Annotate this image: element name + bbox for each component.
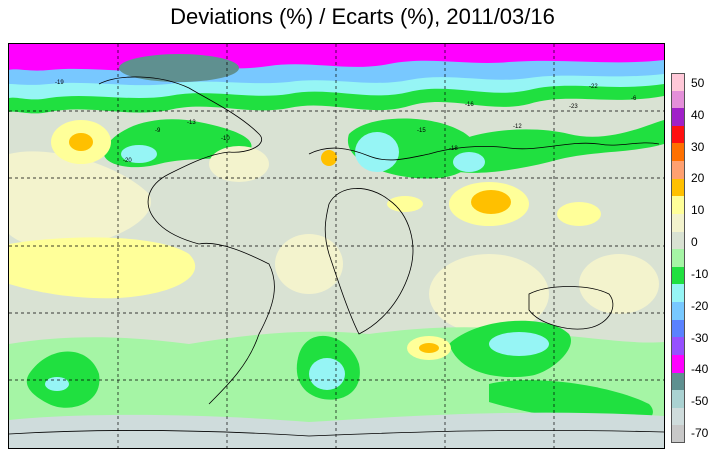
legend-swatch (671, 407, 685, 426)
legend-swatch (671, 143, 685, 162)
region-gulf-alaska-orange (69, 133, 93, 151)
region-w-pacific-yellow (557, 202, 601, 226)
region-asia-cyan (453, 152, 485, 172)
coast-south-america (198, 242, 275, 405)
contour-label: -10 (221, 136, 230, 142)
coast-australia (528, 286, 614, 330)
contour-label: -20 (123, 158, 132, 164)
legend-swatch (671, 354, 685, 373)
legend-label: 50 (691, 76, 705, 90)
legend-swatch (671, 425, 685, 443)
legend-swatch (671, 73, 685, 91)
legend-swatch (671, 125, 685, 144)
legend-swatch (671, 213, 685, 232)
legend-swatch (671, 178, 685, 197)
region-se-green (489, 380, 653, 424)
legend-swatch (671, 390, 685, 408)
contour-label: -19 (55, 80, 64, 86)
coast-eurasia (308, 142, 660, 161)
page-title: Deviations (%) / Ecarts (%), 2011/03/16 (170, 4, 555, 29)
contour-label: -9 (155, 128, 161, 134)
legend-label: 20 (691, 171, 705, 186)
legend-label: -10 (691, 266, 709, 281)
legend-swatch (671, 108, 685, 126)
color-legend: 50 40 30 20 10 0 -10 -20 -30 -40 -50 -70 (671, 73, 723, 443)
coast-africa (324, 188, 414, 335)
contour-label: -13 (187, 120, 196, 126)
region-e-pacific-pale (579, 254, 659, 314)
legend-swatch (671, 319, 685, 338)
region-atlantic-pale (209, 146, 269, 182)
legend-swatch (671, 90, 685, 109)
region-s-atlantic-cyan (309, 358, 345, 390)
legend-swatch (671, 161, 685, 179)
region-greenland-teal (119, 54, 239, 82)
lat-lon-grid (9, 44, 664, 448)
deviation-map: -19 -20 -16 -13 -23 -18 -15 -10 -9 -12 -… (8, 43, 665, 449)
legend-swatch (671, 266, 685, 285)
contour-labels: -19 -20 -16 -13 -23 -18 -15 -10 -9 -12 -… (55, 80, 637, 164)
legend-label: 10 (691, 203, 705, 218)
region-pacific-yellow (9, 151, 151, 249)
legend-swatch (671, 337, 685, 355)
contour-label: -23 (569, 104, 578, 110)
coast-north-america (98, 76, 262, 245)
legend-label: 0 (691, 235, 698, 250)
legend-label: -40 (691, 362, 709, 377)
region-atlantic-orange (321, 150, 337, 166)
legend-swatch (671, 231, 685, 250)
legend-label: -20 (691, 298, 709, 313)
coast-antarctica (9, 429, 664, 437)
legend-swatch (671, 284, 685, 303)
region-s-ocean-orange (419, 343, 439, 353)
region-sw-cyan (45, 377, 69, 391)
region-indian-ocean-pale (429, 254, 549, 334)
contour-label: -22 (589, 84, 598, 90)
legend-label: -70 (691, 426, 709, 440)
region-europe-cyan (355, 132, 399, 172)
legend-swatch (671, 249, 685, 267)
legend-swatch (671, 302, 685, 320)
map-canvas: -19 -20 -16 -13 -23 -18 -15 -10 -9 -12 -… (9, 44, 664, 448)
region-india-orange (471, 190, 511, 214)
contour-label: -18 (449, 146, 458, 152)
contour-label: -6 (631, 96, 637, 102)
legend-swatch (671, 196, 685, 214)
contour-label: -12 (513, 124, 522, 130)
legend-label: -30 (691, 330, 709, 345)
band-antarctic-gray (9, 412, 664, 448)
contour-label: -15 (417, 128, 426, 134)
region-s-indian-cyan (489, 332, 549, 356)
contour-label: -16 (465, 102, 474, 108)
region-na-cyan (121, 145, 157, 163)
region-south-pacific-yellow (9, 237, 196, 299)
legend-label: 40 (691, 107, 705, 122)
legend-label: -50 (691, 394, 709, 409)
region-arabia-yellow (387, 196, 423, 212)
region-s-atlantic-pale (275, 234, 343, 294)
coastlines (9, 76, 664, 437)
legend-label: 30 (691, 139, 705, 154)
legend-swatch (671, 372, 685, 391)
